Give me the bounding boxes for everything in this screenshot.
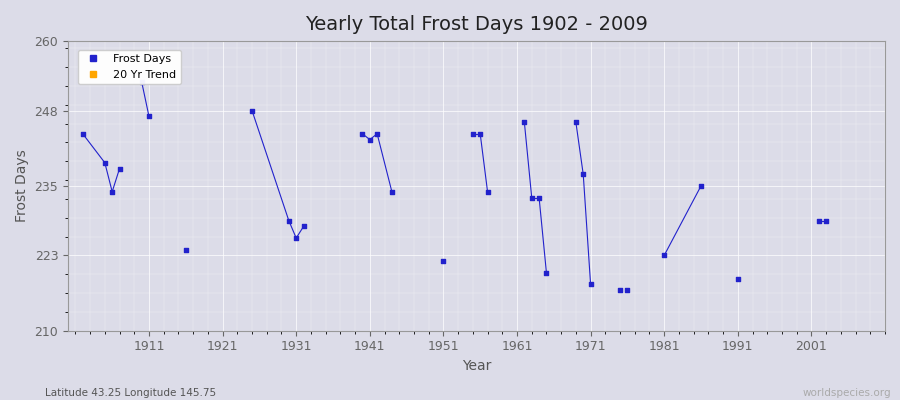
Point — [731, 275, 745, 282]
Text: Latitude 43.25 Longitude 145.75: Latitude 43.25 Longitude 145.75 — [45, 388, 216, 398]
Point — [384, 188, 399, 195]
Point — [465, 130, 480, 137]
Legend: Frost Days, 20 Yr Trend: Frost Days, 20 Yr Trend — [77, 50, 181, 84]
Point — [282, 218, 296, 224]
Point — [142, 113, 157, 120]
Point — [178, 246, 193, 253]
Point — [694, 183, 708, 189]
Point — [436, 258, 451, 264]
Point — [481, 188, 495, 195]
Point — [134, 78, 148, 85]
Point — [289, 235, 303, 241]
Point — [576, 171, 590, 178]
Point — [105, 188, 120, 195]
Point — [620, 287, 634, 293]
Point — [76, 130, 90, 137]
Point — [296, 223, 310, 230]
Point — [657, 252, 671, 259]
X-axis label: Year: Year — [462, 359, 491, 373]
Point — [525, 194, 539, 201]
Point — [569, 119, 583, 126]
Point — [112, 165, 127, 172]
Point — [518, 119, 532, 126]
Text: worldspecies.org: worldspecies.org — [803, 388, 891, 398]
Point — [539, 270, 554, 276]
Point — [97, 160, 112, 166]
Point — [370, 130, 384, 137]
Point — [356, 130, 370, 137]
Point — [363, 136, 377, 143]
Point — [532, 194, 546, 201]
Y-axis label: Frost Days: Frost Days — [15, 150, 29, 222]
Point — [583, 281, 598, 288]
Point — [613, 287, 627, 293]
Point — [819, 218, 833, 224]
Point — [245, 108, 259, 114]
Point — [473, 130, 488, 137]
Title: Yearly Total Frost Days 1902 - 2009: Yearly Total Frost Days 1902 - 2009 — [305, 15, 648, 34]
Point — [812, 218, 826, 224]
